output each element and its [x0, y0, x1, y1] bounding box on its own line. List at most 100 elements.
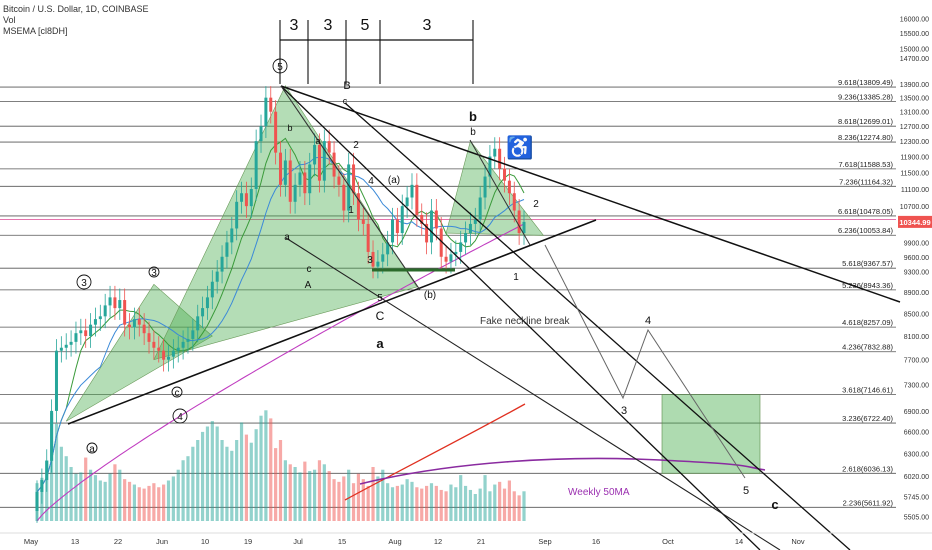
volume-bar [405, 479, 409, 521]
time-tick-label: 14 [735, 537, 743, 546]
wave-circle [76, 274, 92, 290]
candle-body [113, 297, 117, 309]
fib-level-label: 8.236(12274.80) [838, 133, 894, 142]
candle-body [386, 242, 390, 255]
fib-level-label: 2.236(5611.92) [843, 498, 894, 507]
trend-lines [67, 20, 901, 550]
price-tick-label: 13500.00 [900, 96, 929, 103]
time-tick-label: 12 [434, 537, 442, 546]
candle-body [64, 344, 68, 348]
legend: Bitcoin / U.S. Dollar, 1D, COINBASE Vol … [3, 4, 149, 37]
time-tick-label: 22 [114, 537, 122, 546]
candle-body [337, 176, 341, 185]
volume-bar [269, 418, 273, 521]
volume-bar [483, 475, 487, 521]
candle-body [137, 319, 141, 325]
candle-body [264, 97, 268, 127]
fib-level-label: 7.236(11164.32) [839, 177, 893, 186]
wave-label: 5 [743, 485, 749, 497]
candle-body [405, 197, 409, 207]
volume-bar [410, 481, 414, 521]
current-price-label: 10344.99 [899, 218, 930, 227]
volume-bar [517, 495, 521, 521]
candle-body [279, 152, 282, 185]
candle-body [439, 228, 443, 257]
time-tick-label: Nov [791, 537, 805, 546]
candle-body [288, 160, 292, 202]
volume-bar [191, 446, 195, 521]
note-fake-neckline: Fake neckline break [480, 316, 570, 327]
price-tick-label: 6300.00 [904, 451, 929, 458]
volume-bar [127, 481, 132, 521]
wave-label: c [307, 264, 312, 275]
candle-body [308, 164, 312, 194]
candle-body [103, 305, 107, 317]
price-tick-label: 9300.00 [904, 270, 929, 277]
wave-label: 3 [151, 268, 157, 279]
candle-body [483, 176, 487, 198]
candle-body [317, 144, 321, 181]
volume-bar [166, 480, 171, 521]
time-tick-label: 16 [592, 537, 600, 546]
volume-bar [429, 483, 434, 521]
price-tick-label: 13900.00 [900, 82, 929, 89]
volume-bar [293, 467, 297, 521]
volume-bar [157, 487, 161, 521]
wave-label: 4 [177, 412, 183, 423]
candle-body [59, 347, 63, 351]
candle-body [473, 219, 477, 224]
price-tick-label: 13100.00 [900, 110, 929, 117]
candle-body [512, 193, 516, 211]
candle-body [488, 156, 492, 177]
neckline-leg [469, 139, 531, 246]
fib-level-label: 8.618(12699.01) [838, 117, 894, 126]
volume-bar [361, 479, 365, 521]
candle-body [415, 184, 419, 215]
wave-label: 4 [645, 315, 651, 327]
candle-body [347, 164, 351, 211]
volume-bar [103, 481, 107, 521]
time-tick-label: Jul [293, 537, 303, 546]
volume-bar [142, 488, 146, 521]
volume-bar [507, 480, 511, 521]
candle-body [342, 184, 346, 211]
price-tick-label: 5505.00 [904, 514, 929, 521]
candle-body [478, 197, 482, 220]
wave-circle [171, 386, 183, 398]
wave-label: A [305, 280, 312, 291]
candle-body [507, 180, 511, 194]
volume-bar [473, 494, 477, 521]
price-tick-label: 12700.00 [900, 124, 929, 131]
fib-level-label: 9.236(13385.28) [838, 93, 894, 102]
volume-bar [123, 479, 127, 521]
time-tick-label: 19 [244, 537, 252, 546]
support-trendline [67, 219, 597, 425]
volume-bar [415, 487, 419, 521]
volume-bar [171, 476, 175, 521]
candle-body [162, 350, 166, 360]
fib-level-label: 6.618(10478.05) [838, 207, 894, 216]
volume-bar [210, 421, 214, 521]
volume-bar [459, 475, 463, 521]
volume-bar [147, 485, 151, 521]
time-tick-label: May [24, 537, 38, 546]
volume-bars [35, 410, 526, 521]
price-tick-label: 8500.00 [904, 312, 929, 319]
price-tick-label: 15500.00 [900, 31, 929, 38]
wave-label: 2 [353, 140, 359, 151]
wave-label: a [315, 136, 320, 146]
wave-circle [148, 266, 160, 278]
candle-body [303, 172, 307, 194]
fib-level-label: 4.236(7832.88) [842, 343, 893, 352]
ma-slow-line [36, 223, 525, 522]
volume-bar [332, 479, 336, 521]
volume-bar [59, 446, 63, 521]
ma-200-line [344, 403, 526, 501]
wave-label: a [376, 336, 384, 351]
candle-body [522, 221, 526, 234]
volume-bar [303, 461, 307, 521]
candle-body [93, 319, 97, 325]
pattern-middle-triangle [153, 85, 418, 361]
fib-level-label: 6.236(10053.84) [838, 226, 894, 235]
